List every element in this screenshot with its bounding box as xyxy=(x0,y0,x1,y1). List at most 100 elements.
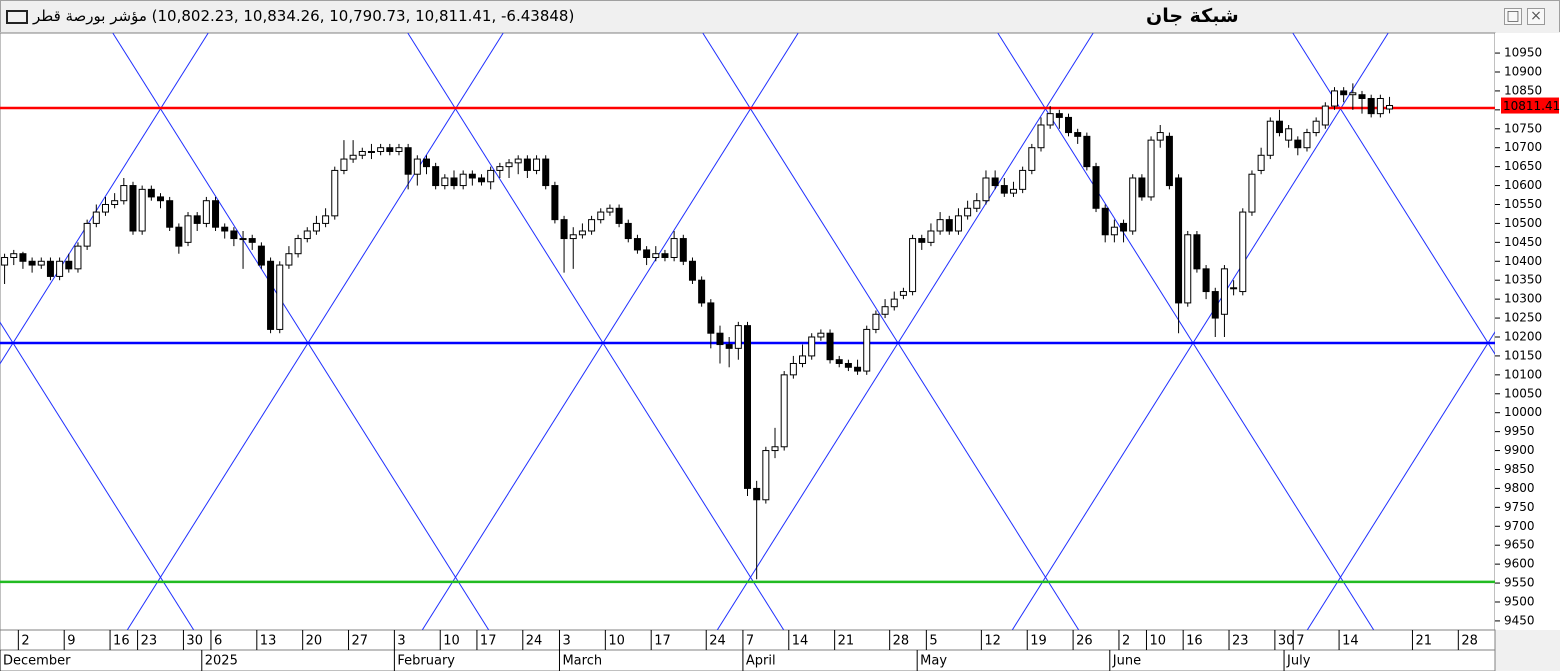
candle-body xyxy=(514,158,522,164)
candle-body xyxy=(606,207,614,213)
candle-body xyxy=(652,253,660,258)
y-tick-label: 9550 xyxy=(1504,576,1535,590)
ohlc-info: (10,802.23, 10,834.26, 10,790.73, 10,811… xyxy=(151,7,575,25)
candle-body xyxy=(1184,234,1192,304)
y-tick-label: 10500 xyxy=(1504,216,1542,230)
y-tick-label: 9450 xyxy=(1504,613,1535,627)
candle-body xyxy=(10,253,18,258)
x-tick-label: 3 xyxy=(562,634,570,649)
y-tick-label: 10850 xyxy=(1504,83,1542,97)
restore-button[interactable]: □ xyxy=(1504,8,1522,25)
candle-body xyxy=(1257,154,1265,171)
month-label: December xyxy=(3,654,71,669)
x-tick-label: 7 xyxy=(1296,634,1304,649)
x-tick-label: 5 xyxy=(929,634,937,649)
x-tick-label: 28 xyxy=(1461,634,1478,649)
y-tick-label: 9750 xyxy=(1504,500,1535,514)
y-tick-label: 9800 xyxy=(1504,481,1535,495)
candle-body xyxy=(193,215,201,224)
candle-body xyxy=(1312,120,1320,134)
candle-body xyxy=(890,298,898,308)
x-tick-label: 6 xyxy=(214,634,222,649)
candle-body xyxy=(1065,116,1073,134)
candle-body xyxy=(624,222,632,240)
candle-body xyxy=(588,219,596,232)
plot: 9450 9500 9550 9600 9650 9700 9750 9800 9850 9900… xyxy=(0,46,1560,671)
y-tick-label: 10550 xyxy=(1504,197,1542,211)
candle-body xyxy=(468,173,476,179)
candle-body xyxy=(835,359,843,364)
y-axis-area xyxy=(1495,33,1560,630)
candle-body xyxy=(1074,132,1082,137)
y-tick-label: 9600 xyxy=(1504,557,1535,571)
candle-body xyxy=(1083,135,1091,168)
candle-body xyxy=(212,200,220,228)
candle-body xyxy=(661,253,669,258)
candle-body xyxy=(698,279,706,304)
last-price-box xyxy=(1501,97,1559,114)
candle-body xyxy=(1000,185,1008,194)
candle-body xyxy=(523,158,531,171)
candle-body xyxy=(909,238,917,293)
candle-body xyxy=(340,158,348,171)
candle-body xyxy=(367,150,375,153)
candle-body xyxy=(899,291,907,296)
x-tick-label: 30 xyxy=(186,634,203,649)
candle-body xyxy=(1202,268,1210,293)
candle-body xyxy=(597,211,605,221)
candle-body xyxy=(19,253,27,262)
candle-body xyxy=(487,169,495,183)
y-tick-label: 10700 xyxy=(1504,140,1542,154)
y-tick-label: 10050 xyxy=(1504,386,1542,400)
title-bar: مؤشر بورصة قطر (10,802.23, 10,834.26, 10… xyxy=(0,0,1560,32)
y-tick-label: 9900 xyxy=(1504,443,1535,457)
candle-body xyxy=(404,147,412,175)
candle-body xyxy=(92,211,100,224)
candle-body xyxy=(670,238,678,258)
candle-body xyxy=(422,158,430,168)
y-tick-label: 9650 xyxy=(1504,538,1535,552)
diagonal-line xyxy=(0,321,195,630)
candle-body xyxy=(175,226,183,247)
candle-body xyxy=(1129,177,1137,232)
month-label: 2025 xyxy=(205,654,238,669)
candle-body xyxy=(872,313,880,330)
candle-body xyxy=(496,166,504,171)
x-tick-label: 2 xyxy=(1122,634,1130,649)
candle-body xyxy=(1321,105,1329,126)
candle-body xyxy=(744,325,751,489)
y-tick-label: 10250 xyxy=(1504,311,1542,325)
x-tick-label: 10 xyxy=(443,634,460,649)
candle-body xyxy=(1156,132,1164,141)
candle-body xyxy=(1211,291,1219,319)
candle-body xyxy=(771,446,779,452)
candle-body xyxy=(120,185,128,202)
candle-body xyxy=(505,162,513,168)
candle-body xyxy=(615,207,623,224)
x-tick-label: 10 xyxy=(608,634,625,649)
gann-lines xyxy=(0,33,1495,630)
window-icon xyxy=(6,10,28,24)
x-tick-label: 9 xyxy=(67,634,75,649)
candle-body xyxy=(1046,113,1054,126)
x-tick-label: 10 xyxy=(1149,634,1166,649)
candle-body xyxy=(111,200,119,205)
candle-body xyxy=(257,245,265,266)
candle-body xyxy=(1340,90,1348,96)
candle-body xyxy=(1248,173,1256,213)
diagonal-line xyxy=(702,33,1080,630)
candle-body xyxy=(578,230,586,236)
candle-body xyxy=(1,256,9,266)
candle-body xyxy=(303,230,311,240)
diagonal-line xyxy=(716,33,1094,630)
candle-body xyxy=(294,238,302,255)
candle-body xyxy=(386,147,394,152)
candle-body xyxy=(395,147,403,152)
y-tick-label: 9850 xyxy=(1504,462,1535,476)
candle-body xyxy=(551,185,559,221)
candle-body xyxy=(1285,128,1293,141)
candle-body xyxy=(377,147,385,152)
candle-body xyxy=(881,306,889,315)
close-button[interactable]: × xyxy=(1527,8,1545,25)
candle-body xyxy=(441,177,449,187)
